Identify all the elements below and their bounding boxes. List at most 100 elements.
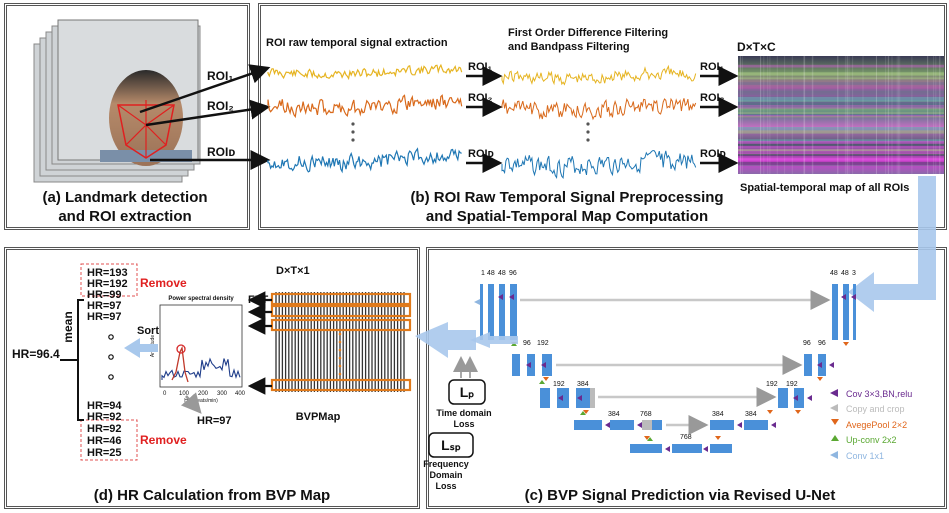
psd-tick-3: 300 [217,391,228,397]
map-stripes [738,56,944,174]
hr-bot-2: HR=25 [87,447,122,459]
c-caption: (c) BVP Signal Prediction via Revised U-… [525,487,836,504]
enc-top-ch-1: 48 [487,270,495,277]
legend-copy-and-crop: Copy and crop [846,404,905,414]
hr-top-0: HR=193 [87,267,128,279]
legend-conv-bn-relu: Cov 3×3,BN,relu [846,389,912,399]
l4-left-ch-0: 384 [608,411,620,418]
hr-midbot-1: HR=92 [87,411,122,423]
psd-tick-0: 0 [163,391,167,397]
hr-midbot-0: HR=94 [87,400,122,412]
l3-left-ch-0: 192 [553,381,565,388]
dec-top-ch-2: 3 [852,270,856,277]
remove-top-label: Remove [140,276,187,290]
unet: 1 48 48 96 48 48 3 96 192 96 96 192 384 … [474,270,856,453]
lp-box [448,379,486,405]
raw-signal-roi2 [267,94,463,119]
l4-right-ch-0: 384 [712,411,724,418]
l4-left-ch-1: 768 [640,411,652,418]
filtered-signal-roi1 [501,64,697,86]
b-vertical-ellipsis [351,122,590,142]
mean-bracket [77,299,84,421]
l3-left-ch-1: 384 [577,381,589,388]
b-filter-title-2: and Bandpass Filtering [508,41,630,53]
hr-top-2: HR=99 [87,289,122,301]
raw-signal-roid [267,147,462,174]
map-to-unet-arrow [848,176,936,312]
hr-midtop-0: HR=97 [87,300,122,312]
panel-d-frame [4,247,420,509]
dec-top-ch-0: 48 [830,270,838,277]
bottom-ch: 768 [680,434,692,441]
a-caption-line1: (a) Landmark detection [42,189,207,206]
lsp-box [428,432,474,458]
sort-arrow [124,338,158,358]
enc-top-ch-3: 96 [509,270,517,277]
mean-label: mean [61,311,75,342]
legend-conv1x1: Conv 1x1 [846,451,884,461]
b-dtc-label: D×T×C [737,40,776,54]
b-extract-title: ROI raw temporal signal extraction [266,37,448,49]
b-caption-line1: (b) ROI Raw Temporal Signal Preprocessin… [410,189,723,206]
psd-tick-2: 200 [198,391,209,397]
remove-box-top [80,263,138,297]
b-right-roi1: ROI₁ [700,61,725,73]
l3-right-ch-0: 192 [766,381,778,388]
a-roi2-label: ROI₂ [207,99,234,113]
d-caption: (d) HR Calculation from BVP Map [94,487,330,504]
lp-label: Lₚ [460,384,475,400]
remove-box-bottom [80,419,138,461]
a-caption-line2: and ROI extraction [58,208,191,225]
l2-right-ch-1: 96 [818,340,826,347]
unet-to-bvp-arrow [415,322,476,358]
psd-tick-1: 100 [179,391,190,397]
bvp-map [270,290,412,394]
hr-midtop-1: HR=97 [87,311,122,323]
a-roi1-label: ROI₁ [207,69,233,83]
a-roid-label: ROIᴅ [207,145,235,159]
b-right-roi2: ROI₂ [700,92,725,104]
hr-top-1: HR=192 [87,278,128,290]
d-bvpmap-label: BVPMap [296,411,341,423]
lsp-caption-1: Frequency [423,459,469,469]
l4-right-ch-1: 384 [745,411,757,418]
hr-ellipsis [108,334,114,380]
hr-result: HR=96.4 [12,347,60,361]
legend-avgpool: AvegePool 2×2 [846,420,907,430]
remove-bottom-label: Remove [140,433,187,447]
l2-left-ch-0: 96 [523,340,531,347]
filtered-signal-roid [501,150,697,180]
lsp-caption-3: Loss [435,481,456,491]
d-hr-peak: HR=97 [197,415,232,427]
panel-c-frame [426,247,947,509]
hr-bot-1: HR=46 [87,435,122,447]
filtered-signal-roi2 [501,97,697,121]
raw-signal-roi1 [267,63,463,81]
b-mid-roid: ROIᴅ [468,148,494,160]
sort-label: Sort [137,325,159,337]
b-mid-roi1: ROI₁ [468,61,493,73]
b-filter-title-1: First Order Difference Filtering [508,27,668,39]
enc-top-ch-2: 48 [498,270,506,277]
unet-legend: Cov 3×3,BN,relu Copy and crop AvegePool … [830,389,912,461]
b-right-roid: ROIᴅ [700,148,726,160]
b-mid-roi2: ROI₂ [468,92,493,104]
psd-tick-4: 400 [235,391,246,397]
hr-bot-0: HR=92 [87,423,122,435]
b-caption-line2: and Spatial-Temporal Map Computation [426,208,708,225]
l3-right-ch-1: 192 [786,381,798,388]
lp-caption-2: Loss [453,419,474,429]
legend-upconv: Up-conv 2x2 [846,435,897,445]
lsp-caption-2: Domain [429,470,462,480]
l2-left-ch-1: 192 [537,340,549,347]
dec-top-ch-1: 48 [841,270,849,277]
lsp-label: Lₛₚ [441,437,461,453]
lp-caption-1: Time domain [436,408,491,418]
l2-right-ch-0: 96 [803,340,811,347]
panel-a-frame [4,3,250,230]
b-map-caption: Spatial-temporal map of all ROIs [740,182,909,194]
psd-title: Power spectral density [168,296,234,302]
d-dt1-label: D×T×1 [276,265,310,277]
enc-top-ch-0: 1 [481,270,485,277]
